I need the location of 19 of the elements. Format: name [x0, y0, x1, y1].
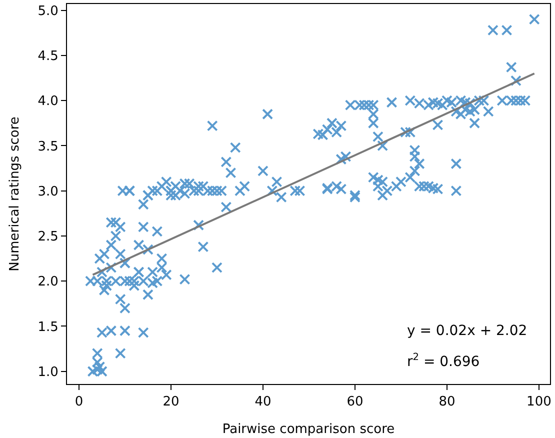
- annotation: y = 0.02x + 2.02: [407, 323, 528, 339]
- y-tick-label: 4.0: [38, 94, 58, 110]
- y-tick-label: 1.5: [38, 320, 58, 335]
- y-tick-label: 4.5: [38, 49, 58, 64]
- y-tick-label: 3.5: [38, 139, 58, 154]
- x-axis-title: Pairwise comparison score: [222, 422, 395, 438]
- annotation: r$^{2}$ = 0.696: [407, 352, 480, 370]
- y-tick-label: 3.0: [38, 184, 58, 200]
- y-tick-label: 2.0: [38, 274, 58, 290]
- x-tick-label: 80: [438, 394, 456, 410]
- y-tick-label: 1.0: [38, 364, 58, 380]
- x-tick-label: 100: [526, 394, 552, 410]
- y-tick-label: 2.5: [38, 230, 58, 245]
- x-tick-label: 0: [74, 394, 84, 410]
- x-tick-label: 20: [162, 394, 180, 410]
- y-axis-title: Numerical ratings score: [8, 116, 23, 272]
- y-tick-label: 5.0: [38, 4, 58, 19]
- x-tick-label: 40: [254, 394, 272, 410]
- x-tick-label: 60: [346, 394, 364, 410]
